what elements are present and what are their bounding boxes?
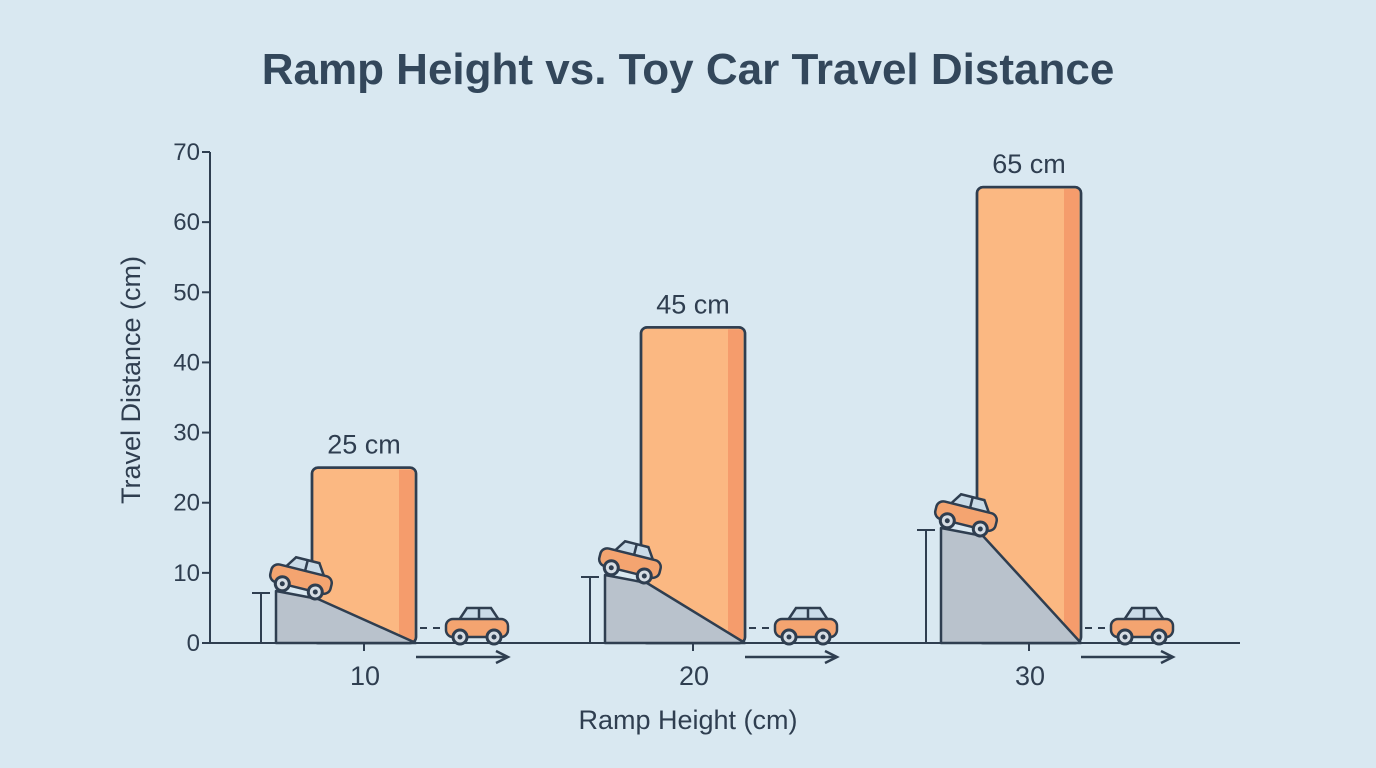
car-hub: [279, 581, 285, 587]
x-tick-label: 30: [1015, 661, 1045, 691]
bar-shade: [728, 329, 743, 642]
y-tick-label: 60: [173, 209, 200, 236]
toy-car-icon: [597, 539, 662, 585]
toy-car-icon: [933, 492, 998, 538]
bar-shade: [399, 469, 414, 642]
car-hub: [786, 634, 792, 640]
arrow-head: [1160, 649, 1176, 665]
y-tick-label: 40: [173, 349, 200, 376]
car-hub: [820, 634, 826, 640]
toy-car-icon: [444, 606, 510, 646]
data-label: 45 cm: [656, 289, 730, 319]
x-tick-label: 20: [679, 661, 709, 691]
bar-group: 45 cm 20: [581, 289, 840, 691]
car-hub: [608, 565, 614, 571]
y-tick-label: 0: [187, 630, 200, 657]
y-axis: 0 10 20 30 40 50 60 70: [173, 139, 211, 657]
car-hub: [977, 526, 983, 532]
x-axis-label: Ramp Height (cm): [578, 705, 797, 735]
toy-car-icon: [1109, 606, 1175, 646]
plot-area: 25 cm 10 45 cm 20 65 cm 30: [210, 149, 1240, 691]
car-hub: [491, 634, 497, 640]
data-label: 25 cm: [327, 430, 401, 460]
ramp-icon: [274, 589, 418, 645]
car-hub: [944, 518, 950, 524]
car-hub: [457, 634, 463, 640]
toy-car-icon: [773, 606, 839, 646]
car-hub: [641, 573, 647, 579]
data-label: 65 cm: [992, 149, 1066, 179]
y-axis-label: Travel Distance (cm): [116, 256, 146, 504]
y-tick-label: 20: [173, 490, 200, 517]
car-hub: [1122, 634, 1128, 640]
y-tick-label: 50: [173, 279, 200, 306]
bar-group: 25 cm 10: [252, 430, 511, 691]
toy-car-icon: [268, 555, 333, 601]
y-tick-label: 70: [173, 139, 200, 166]
car-hub: [1156, 634, 1162, 640]
car-hub: [312, 589, 318, 595]
arrow-head: [495, 649, 511, 665]
arrow-head: [824, 649, 840, 665]
y-tick-label: 10: [173, 560, 200, 587]
bar-group: 65 cm 30: [917, 149, 1176, 691]
y-tick-label: 30: [173, 420, 200, 447]
x-tick-label: 10: [350, 661, 380, 691]
chart-title: Ramp Height vs. Toy Car Travel Distance: [262, 45, 1115, 94]
ramp-icon: [939, 526, 1083, 645]
bar-shade: [1064, 189, 1079, 643]
ramp-icon: [603, 573, 747, 645]
